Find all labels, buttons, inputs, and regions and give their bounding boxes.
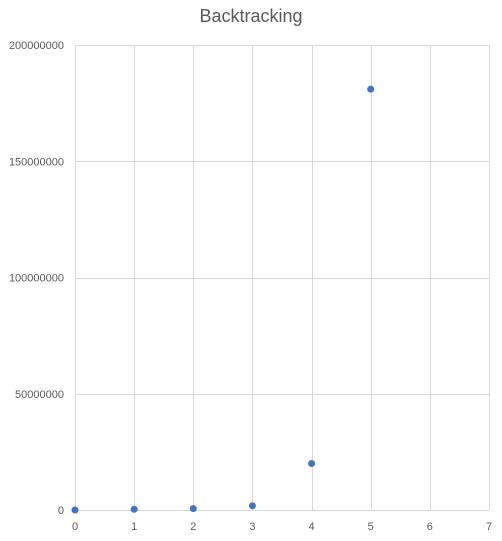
x-tick-label: 5 bbox=[368, 521, 374, 533]
x-tick-label: 7 bbox=[486, 521, 492, 533]
x-axis-tick-labels: 0 1 2 3 4 5 6 7 bbox=[72, 521, 492, 533]
data-point bbox=[189, 505, 197, 513]
y-tick-label: 100000000 bbox=[9, 273, 64, 285]
x-tick-label: 3 bbox=[249, 521, 255, 533]
data-points bbox=[71, 85, 375, 514]
y-tick-label: 150000000 bbox=[9, 156, 64, 168]
y-tick-label: 200000000 bbox=[9, 40, 64, 52]
x-tick-label: 2 bbox=[190, 521, 196, 533]
x-tick-label: 1 bbox=[131, 521, 137, 533]
x-tick-label: 6 bbox=[427, 521, 433, 533]
y-tick-label: 0 bbox=[58, 505, 64, 517]
x-tick-label: 0 bbox=[72, 521, 78, 533]
vertical-gridlines bbox=[75, 45, 490, 510]
data-point bbox=[71, 506, 79, 514]
chart-title: Backtracking bbox=[199, 6, 302, 26]
y-tick-label: 50000000 bbox=[15, 389, 64, 401]
x-tick-label: 4 bbox=[309, 521, 315, 533]
y-axis-tick-labels: 0 50000000 100000000 150000000 200000000 bbox=[9, 40, 64, 517]
data-point bbox=[367, 85, 375, 93]
data-point bbox=[248, 502, 256, 510]
data-point bbox=[308, 460, 316, 467]
data-point bbox=[130, 505, 138, 513]
horizontal-gridlines bbox=[75, 45, 489, 511]
